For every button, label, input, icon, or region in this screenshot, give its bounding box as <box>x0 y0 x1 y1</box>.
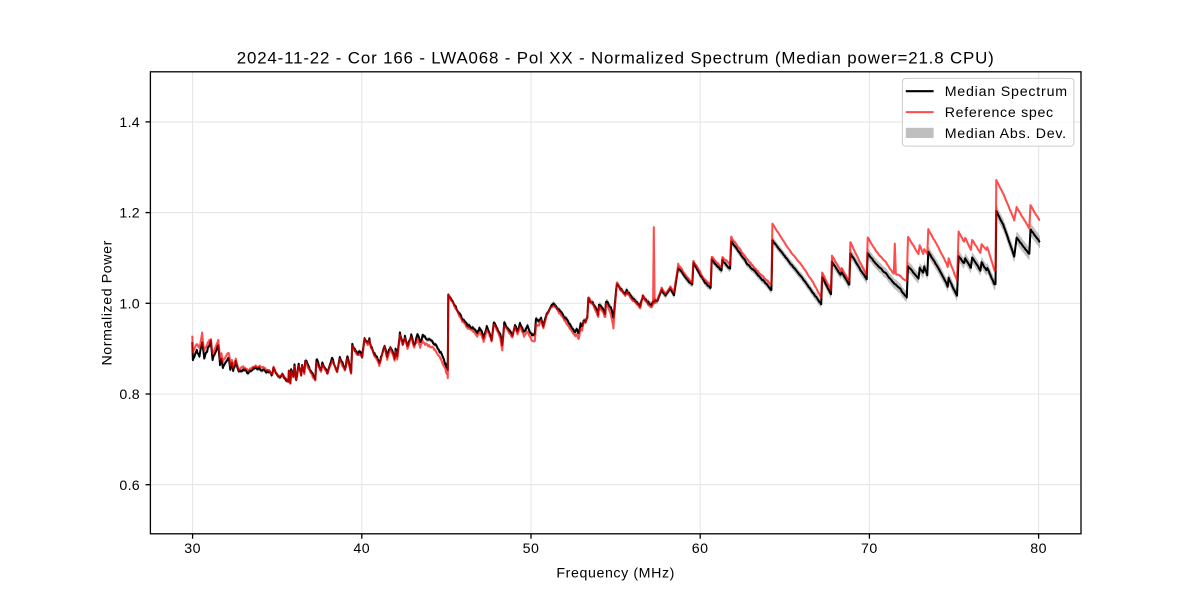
svg-text:1.2: 1.2 <box>119 206 140 222</box>
svg-text:Frequency (MHz): Frequency (MHz) <box>556 566 675 582</box>
svg-text:60: 60 <box>692 541 709 557</box>
svg-text:0.8: 0.8 <box>119 387 140 403</box>
svg-text:1.0: 1.0 <box>119 296 140 312</box>
svg-text:Median Abs. Dev.: Median Abs. Dev. <box>945 126 1067 142</box>
svg-text:30: 30 <box>184 541 201 557</box>
svg-text:2024-11-22 - Cor 166 - LWA068: 2024-11-22 - Cor 166 - LWA068 - Pol XX -… <box>237 49 995 68</box>
svg-text:70: 70 <box>861 541 878 557</box>
svg-text:1.4: 1.4 <box>119 115 140 131</box>
svg-text:80: 80 <box>1030 541 1047 557</box>
svg-text:40: 40 <box>353 541 370 557</box>
svg-text:Median Spectrum: Median Spectrum <box>945 84 1068 100</box>
svg-text:50: 50 <box>523 541 540 557</box>
svg-text:Normalized Power: Normalized Power <box>100 240 116 366</box>
svg-text:Reference spec: Reference spec <box>945 105 1054 121</box>
svg-text:0.6: 0.6 <box>119 478 140 494</box>
